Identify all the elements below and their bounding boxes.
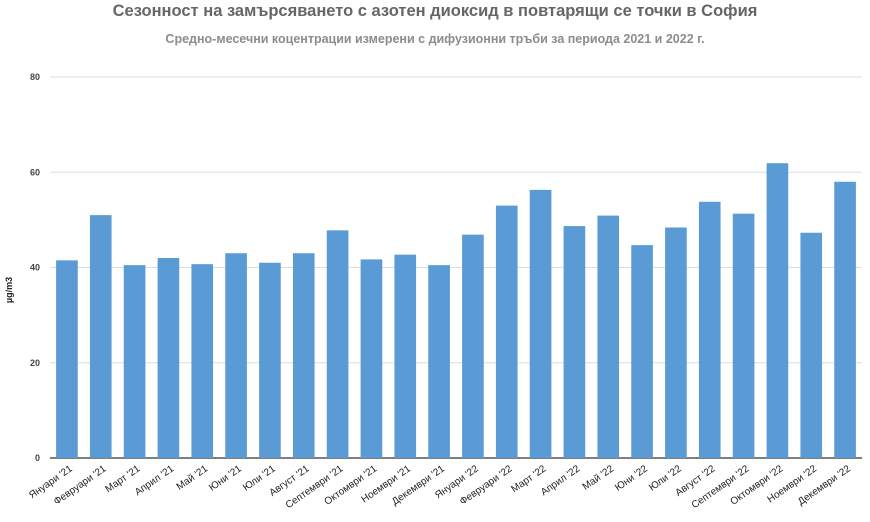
y-tick-label: 60 [30,167,40,177]
y-axis-ticks: 0 20 40 60 80 [30,72,40,463]
bar [428,265,450,458]
x-tick-label: Април '22 [539,463,582,498]
bar [157,257,180,458]
bar [259,262,281,458]
bar [462,234,484,458]
bar [225,253,247,458]
bar [292,253,315,458]
x-tick-label: Май '21 [175,463,211,493]
bar [326,230,349,458]
bar [732,213,755,458]
x-tick-label: Май '22 [581,463,617,493]
bar [800,232,823,458]
y-tick-label: 0 [35,453,40,463]
bar [360,259,383,458]
bar [834,181,856,458]
y-tick-label: 20 [30,358,40,368]
bar [665,227,687,458]
bar [56,260,78,458]
bar [89,215,112,458]
bar [698,201,721,458]
bar [495,205,518,458]
chart-subtitle: Средно-месечни коцентрации измерени с ди… [165,32,705,46]
x-tick-label: Юни '22 [613,463,650,493]
bar [529,189,552,458]
bar [394,254,417,458]
bar [563,226,586,458]
x-tick-label: Септември '22 [690,463,752,511]
y-tick-label: 40 [30,263,40,273]
bar [123,265,146,458]
y-axis-label: µg/m3 [4,277,14,303]
y-tick-label: 80 [30,72,40,82]
bars [56,163,856,459]
x-tick-label: Април '21 [133,463,176,498]
bar [631,245,653,458]
gridlines [50,76,862,459]
x-tick-label: Септември '21 [284,463,346,511]
bar [191,264,214,458]
chart-title: Сезонност на замърсяването с азотен диок… [112,2,758,20]
bar [597,215,620,458]
bar [766,163,789,459]
x-tick-label: Юни '21 [207,463,244,493]
